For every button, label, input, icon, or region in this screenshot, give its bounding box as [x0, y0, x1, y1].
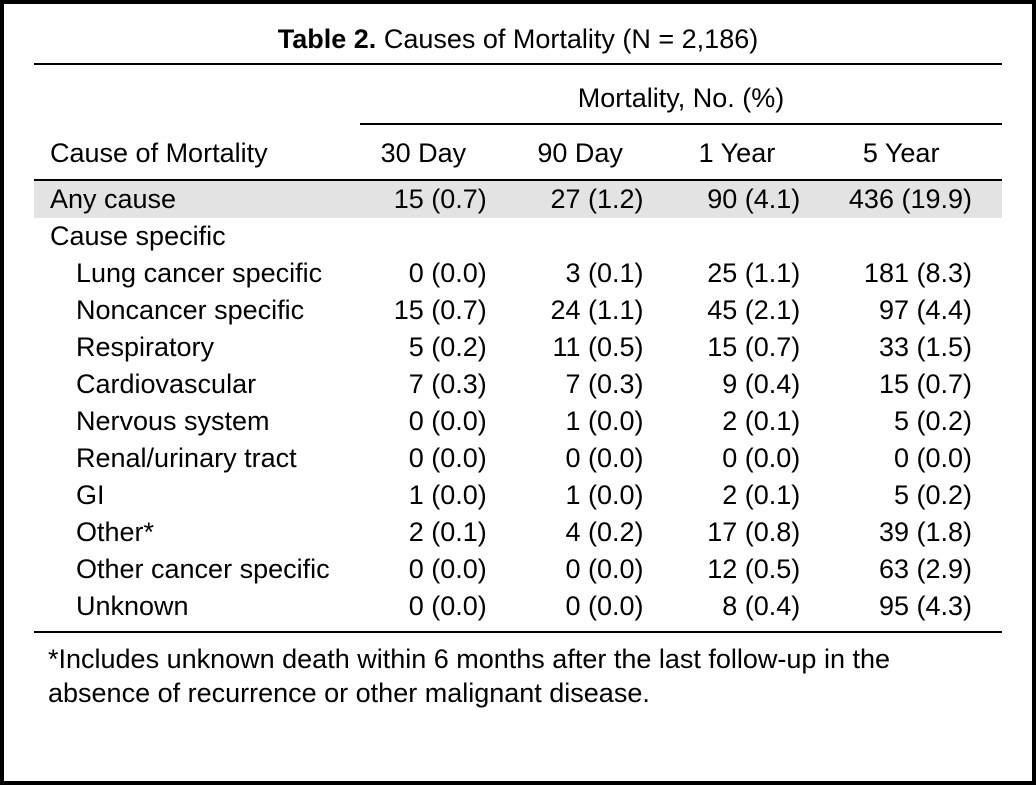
table-row: Other*2 (0.1)4 (0.2)17 (0.8)39 (1.8) — [34, 514, 1002, 551]
row-label: Other* — [34, 514, 360, 551]
row-label: Other cancer specific — [34, 551, 360, 588]
table-row: Nervous system0 (0.0)1 (0.0)2 (0.1)5 (0.… — [34, 403, 1002, 440]
cell: 9 (0.4) — [674, 366, 831, 403]
cell: 24 (1.1) — [517, 292, 674, 329]
cell: 95 (4.3) — [830, 588, 1002, 625]
table-title: Table 2. Causes of Mortality (N = 2,186) — [34, 22, 1002, 65]
cell: 63 (2.9) — [830, 551, 1002, 588]
cell: 2 (0.1) — [674, 477, 831, 514]
cell: 0 (0.0) — [360, 551, 517, 588]
cell: 45 (2.1) — [674, 292, 831, 329]
column-header: 5 Year — [830, 128, 1002, 180]
row-label: GI — [34, 477, 360, 514]
cell: 2 (0.1) — [674, 403, 831, 440]
cell: 0 (0.0) — [830, 440, 1002, 477]
cell: 1 (0.0) — [517, 477, 674, 514]
cell: 17 (0.8) — [674, 514, 831, 551]
table-container: Table 2. Causes of Mortality (N = 2,186)… — [0, 0, 1036, 785]
cell: 11 (0.5) — [517, 329, 674, 366]
cell: 25 (1.1) — [674, 255, 831, 292]
cell: 0 (0.0) — [517, 440, 674, 477]
cell: 15 (0.7) — [830, 366, 1002, 403]
row-label: Noncancer specific — [34, 292, 360, 329]
row-label: Respiratory — [34, 329, 360, 366]
span-header: Mortality, No. (%) — [360, 65, 1002, 120]
column-header-row: Cause of Mortality 30 Day 90 Day 1 Year … — [34, 128, 1002, 180]
table-row: Respiratory5 (0.2)11 (0.5)15 (0.7)33 (1.… — [34, 329, 1002, 366]
footnote: *Includes unknown death within 6 months … — [34, 633, 1002, 711]
cell: 0 (0.0) — [360, 440, 517, 477]
cell: 1 (0.0) — [517, 403, 674, 440]
span-rule-row — [34, 120, 1002, 128]
cell: 7 (0.3) — [517, 366, 674, 403]
cell: 436 (19.9) — [830, 180, 1002, 218]
cell: 39 (1.8) — [830, 514, 1002, 551]
row-label: Renal/urinary tract — [34, 440, 360, 477]
section-label-row: Cause specific — [34, 218, 1002, 255]
cell: 12 (0.5) — [674, 551, 831, 588]
cell: 8 (0.4) — [674, 588, 831, 625]
cell: 181 (8.3) — [830, 255, 1002, 292]
row-label: Nervous system — [34, 403, 360, 440]
table-title-text: Causes of Mortality (N = 2,186) — [376, 24, 758, 54]
row-label: Unknown — [34, 588, 360, 625]
cell: 2 (0.1) — [360, 514, 517, 551]
cell: 0 (0.0) — [360, 255, 517, 292]
cell: 15 (0.7) — [360, 180, 517, 218]
column-header: 1 Year — [674, 128, 831, 180]
table-row: Unknown0 (0.0)0 (0.0)8 (0.4)95 (4.3) — [34, 588, 1002, 625]
column-header: 90 Day — [517, 128, 674, 180]
table-number: Table 2. — [278, 24, 377, 54]
cell: 5 (0.2) — [360, 329, 517, 366]
row-header-label: Cause of Mortality — [34, 128, 360, 180]
cell: 0 (0.0) — [517, 588, 674, 625]
data-rows: Lung cancer specific0 (0.0)3 (0.1)25 (1.… — [34, 255, 1002, 625]
table-row: Noncancer specific15 (0.7)24 (1.1)45 (2.… — [34, 292, 1002, 329]
cell: 15 (0.7) — [674, 329, 831, 366]
table-row: Cardiovascular7 (0.3)7 (0.3)9 (0.4)15 (0… — [34, 366, 1002, 403]
table-row-highlight: Any cause 15 (0.7) 27 (1.2) 90 (4.1) 436… — [34, 180, 1002, 218]
table-row: Other cancer specific0 (0.0)0 (0.0)12 (0… — [34, 551, 1002, 588]
mortality-table: Mortality, No. (%) Cause of Mortality 30… — [34, 65, 1002, 625]
cell: 90 (4.1) — [674, 180, 831, 218]
cell: 7 (0.3) — [360, 366, 517, 403]
cell: 33 (1.5) — [830, 329, 1002, 366]
table-row: Lung cancer specific0 (0.0)3 (0.1)25 (1.… — [34, 255, 1002, 292]
cell: 4 (0.2) — [517, 514, 674, 551]
column-header: 30 Day — [360, 128, 517, 180]
cell: 5 (0.2) — [830, 477, 1002, 514]
row-label: Any cause — [34, 180, 360, 218]
cell: 0 (0.0) — [360, 403, 517, 440]
cell: 0 (0.0) — [517, 551, 674, 588]
cell: 15 (0.7) — [360, 292, 517, 329]
row-label: Lung cancer specific — [34, 255, 360, 292]
table-row: GI1 (0.0)1 (0.0)2 (0.1)5 (0.2) — [34, 477, 1002, 514]
section-label: Cause specific — [34, 218, 1002, 255]
span-header-row: Mortality, No. (%) — [34, 65, 1002, 120]
cell: 3 (0.1) — [517, 255, 674, 292]
table-row: Renal/urinary tract0 (0.0)0 (0.0)0 (0.0)… — [34, 440, 1002, 477]
cell: 97 (4.4) — [830, 292, 1002, 329]
cell: 27 (1.2) — [517, 180, 674, 218]
cell: 0 (0.0) — [360, 588, 517, 625]
cell: 5 (0.2) — [830, 403, 1002, 440]
cell: 1 (0.0) — [360, 477, 517, 514]
cell: 0 (0.0) — [674, 440, 831, 477]
row-label: Cardiovascular — [34, 366, 360, 403]
